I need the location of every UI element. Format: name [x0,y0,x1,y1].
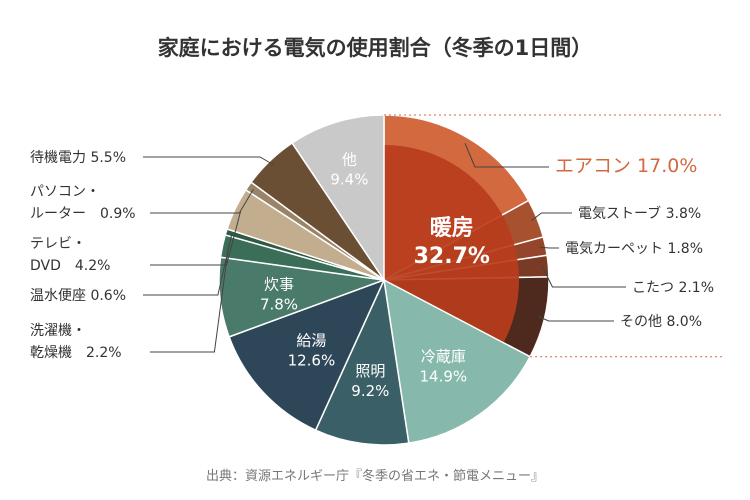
left-label-8-a: パソコン・ [30,184,100,200]
sub-slice-leader-0 [464,142,549,168]
sub-slice-leader-3 [541,266,626,288]
slice-label-10: 他 [342,150,357,168]
left-label-8-b: ルーター 0.9% [30,206,136,222]
slice-labels: 暖房 32.7% 冷蔵庫 14.9% 照明 9.2% 給湯 12.6% 炊事 7.8% 他 9.4% エ… [30,114,722,400]
sub-slice-leader-2 [539,246,559,249]
sub-slice-label-0: エアコン 17.0% [555,155,697,177]
pie-slice-heating-core [384,145,520,343]
sub-slice-leader-1 [531,212,572,221]
slice-value-3: 12.6% [288,351,336,369]
left-label-9: 待機電力 5.5% [30,150,126,166]
slice-value-1: 14.9% [420,367,468,385]
slice-value-4: 7.8% [260,295,298,313]
pie-slice-10 [291,114,385,283]
pie-slice-3 [228,278,386,432]
slice-value-2: 9.2% [351,382,389,400]
left-leader-8 [150,189,254,214]
sub-slice-label-1: 電気ストーブ 3.8% [578,205,701,222]
slice-label-0: 暖房 [430,215,474,241]
slice-label-2: 照明 [355,362,385,380]
left-leader-7 [150,211,242,266]
left-label-5-b: 乾燥機 2.2% [30,345,122,361]
left-leader-9 [143,156,275,166]
slice-label-3: 給湯 [296,331,326,349]
slice-value-0: 32.7% [414,244,490,269]
source-note: 出典：資源エネルギー庁『冬季の省エネ・節電メニュー』 [206,468,544,484]
slice-value-10: 9.4% [330,170,368,188]
pie-slices [218,114,550,446]
sub-slice-label-2: 電気カーペット 1.8% [565,241,703,257]
pie-slice-1 [383,278,532,444]
left-label-5-a: 洗濯機・ [30,323,86,339]
left-leader-5 [150,247,229,353]
left-label-7-b: DVD 4.2% [30,258,110,274]
left-label-7-a: テレビ・ [30,236,86,252]
sub-slice-label-3: こたつ 2.1% [632,280,714,296]
left-label-6: 温水便座 0.6% [30,288,126,304]
chart-title: 家庭における電気の使用割合（冬季の1日間） [158,36,593,60]
sub-slice-leader-4 [538,316,614,322]
slice-label-1: 冷蔵庫 [421,347,466,365]
slice-label-4: 炊事 [264,275,294,293]
sub-slice-label-4: その他 8.0% [620,314,702,330]
pie-slice-2 [314,277,410,446]
